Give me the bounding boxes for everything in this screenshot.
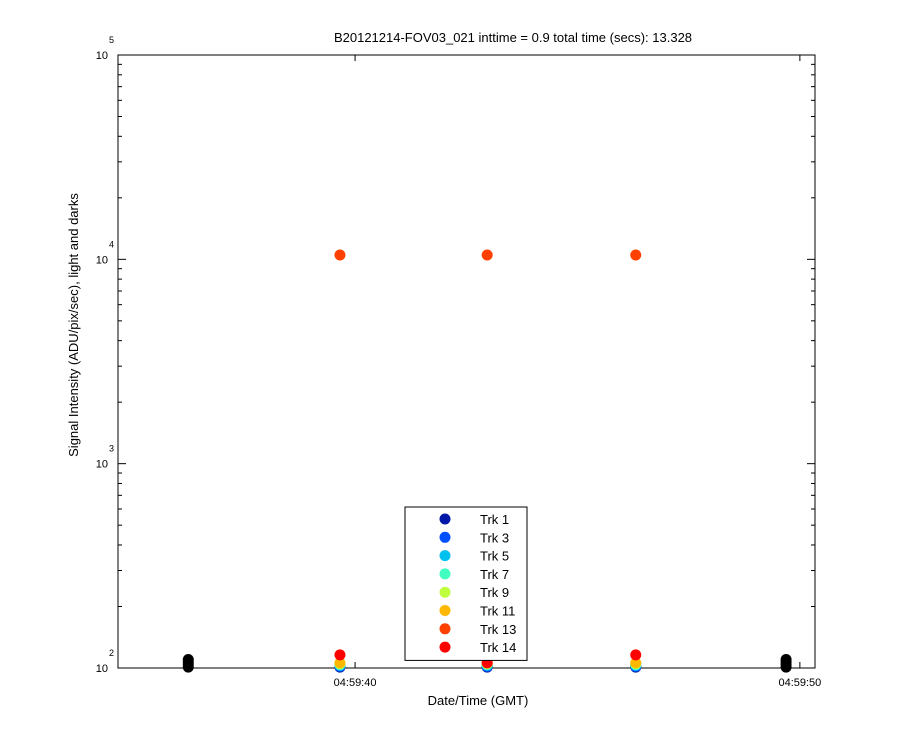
legend-marker bbox=[439, 641, 451, 653]
y-tick-exponent: 5 bbox=[109, 35, 114, 45]
legend-marker bbox=[439, 531, 451, 543]
plot-frame bbox=[117, 54, 816, 669]
point bbox=[334, 249, 346, 261]
point bbox=[481, 249, 493, 261]
legend-marker bbox=[439, 605, 451, 616]
legend-marker bbox=[439, 550, 451, 562]
legend: Trk 1 Trk 3 Trk 5 Trk 7 Trk 9 Trk 11 Trk 13 Trk… bbox=[404, 506, 528, 661]
legend-label: Trk 14 bbox=[480, 640, 516, 655]
point bbox=[334, 649, 346, 661]
legend-marker bbox=[439, 623, 451, 635]
legend-label: Trk 5 bbox=[480, 549, 509, 564]
point bbox=[630, 649, 642, 661]
y-tick-label: 10 bbox=[96, 50, 108, 62]
y-tick-exponent: 3 bbox=[109, 444, 114, 454]
legend-marker bbox=[439, 568, 451, 580]
point bbox=[334, 657, 346, 669]
point bbox=[630, 249, 642, 261]
y-tick-label: 10 bbox=[96, 459, 108, 471]
x-axis-label: Date/Time (GMT) bbox=[428, 693, 529, 708]
y-tick-label: 10 bbox=[96, 254, 108, 266]
legend-label: Trk 7 bbox=[480, 567, 509, 582]
y-tick-exponent: 4 bbox=[109, 239, 114, 249]
y-tick-exponent: 2 bbox=[109, 648, 114, 658]
point bbox=[630, 657, 642, 669]
x-tick-label: 04:59:50 bbox=[778, 677, 821, 689]
x-tick-label: 04:59:40 bbox=[334, 677, 377, 689]
legend-label: Trk 9 bbox=[480, 585, 509, 600]
y-tick-label: 10 bbox=[96, 663, 108, 675]
legend-box bbox=[404, 506, 528, 661]
legend-label: Trk 3 bbox=[480, 530, 509, 545]
legend-label: Trk 1 bbox=[480, 512, 509, 527]
legend-marker bbox=[439, 586, 451, 598]
point bbox=[182, 654, 194, 666]
y-axis-label: Signal Intensity (ADU/pix/sec), light an… bbox=[66, 193, 81, 457]
legend-marker bbox=[439, 513, 451, 525]
chart-title: B20121214-FOV03_021 inttime = 0.9 total … bbox=[334, 30, 692, 45]
legend-label: Trk 11 bbox=[480, 604, 515, 619]
legend-label: Trk 13 bbox=[480, 622, 516, 637]
point bbox=[780, 654, 792, 666]
